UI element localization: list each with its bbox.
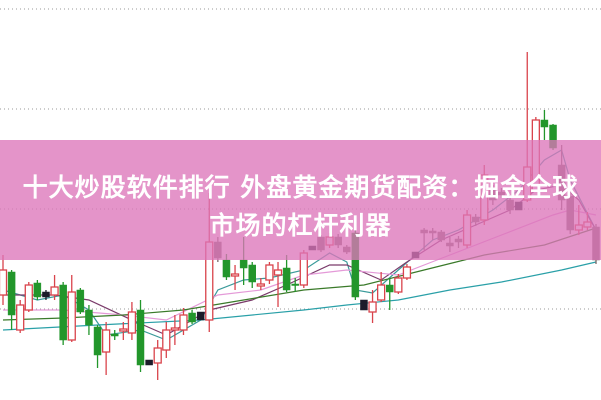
candle <box>170 315 180 345</box>
candle-body <box>59 284 67 341</box>
candle-body <box>67 291 76 341</box>
candle <box>24 282 33 312</box>
candle <box>360 299 368 311</box>
candle <box>101 322 111 375</box>
candle-body <box>256 283 265 287</box>
candle <box>85 305 93 335</box>
candle <box>67 275 76 342</box>
candle-body <box>24 284 33 311</box>
candle-body <box>540 119 549 128</box>
candle <box>230 265 240 290</box>
candle <box>402 264 412 280</box>
candle <box>50 275 59 300</box>
candle-body <box>360 299 368 311</box>
candle <box>385 278 394 310</box>
candle <box>179 308 188 335</box>
candle-body <box>50 286 59 296</box>
candle <box>33 280 42 300</box>
candle-body <box>265 264 274 281</box>
candle-body <box>291 283 299 286</box>
candle <box>7 270 16 330</box>
candle-body <box>0 269 8 296</box>
candle-body <box>16 304 25 331</box>
candle-body <box>282 267 291 291</box>
candle <box>110 330 119 340</box>
candle-body <box>42 291 50 298</box>
candle <box>368 290 377 323</box>
candle-body <box>76 289 85 313</box>
candle-body <box>119 328 128 332</box>
candle <box>145 359 153 366</box>
candle <box>265 262 274 284</box>
candle-body <box>7 271 16 316</box>
title-line-1: 十大炒股软件排行 外盘黄金期货配资：掘金全球 <box>22 173 579 202</box>
candle <box>282 255 291 292</box>
candle-body <box>145 359 153 366</box>
candle <box>42 290 50 300</box>
candle <box>119 322 128 340</box>
candle <box>376 272 386 302</box>
candle-body <box>153 347 162 364</box>
candle <box>127 302 137 340</box>
candle-body <box>402 266 412 279</box>
candle-body <box>376 284 386 301</box>
candle <box>273 262 283 307</box>
candle-body <box>273 269 283 276</box>
candle <box>196 311 205 321</box>
candle-body <box>179 314 188 331</box>
candle <box>0 255 8 305</box>
candle-body <box>127 311 137 334</box>
candle <box>93 325 102 368</box>
candle-body <box>394 277 403 293</box>
candle-body <box>230 273 240 277</box>
candle-body <box>85 309 93 326</box>
title-line-2: 市场的杠杆利器 <box>209 211 392 240</box>
candle <box>248 262 256 288</box>
candle-body <box>93 326 102 356</box>
candle-body <box>110 333 119 337</box>
title-banner: 十大炒股软件排行 外盘黄金期货配资：掘金全球 市场的杠杆利器 <box>0 140 601 260</box>
candle <box>394 274 403 294</box>
candle-body <box>385 284 394 293</box>
candle <box>16 300 25 333</box>
candle-body <box>239 259 248 269</box>
candle-body <box>33 282 42 298</box>
candle <box>162 322 171 358</box>
candle <box>76 288 85 314</box>
candle <box>540 110 549 140</box>
candle-body <box>222 259 231 278</box>
candle-body <box>101 329 111 353</box>
candle-body <box>136 309 145 366</box>
candle <box>291 278 299 292</box>
candle-body <box>248 264 256 283</box>
candle <box>256 278 265 290</box>
candle-body <box>196 311 205 321</box>
candle-body <box>170 327 180 331</box>
candle <box>153 340 162 380</box>
candle-body <box>162 329 171 351</box>
candle <box>59 282 67 345</box>
candle-body <box>368 301 377 313</box>
candle <box>136 300 145 372</box>
candle-body <box>188 312 196 323</box>
candle <box>188 310 196 324</box>
